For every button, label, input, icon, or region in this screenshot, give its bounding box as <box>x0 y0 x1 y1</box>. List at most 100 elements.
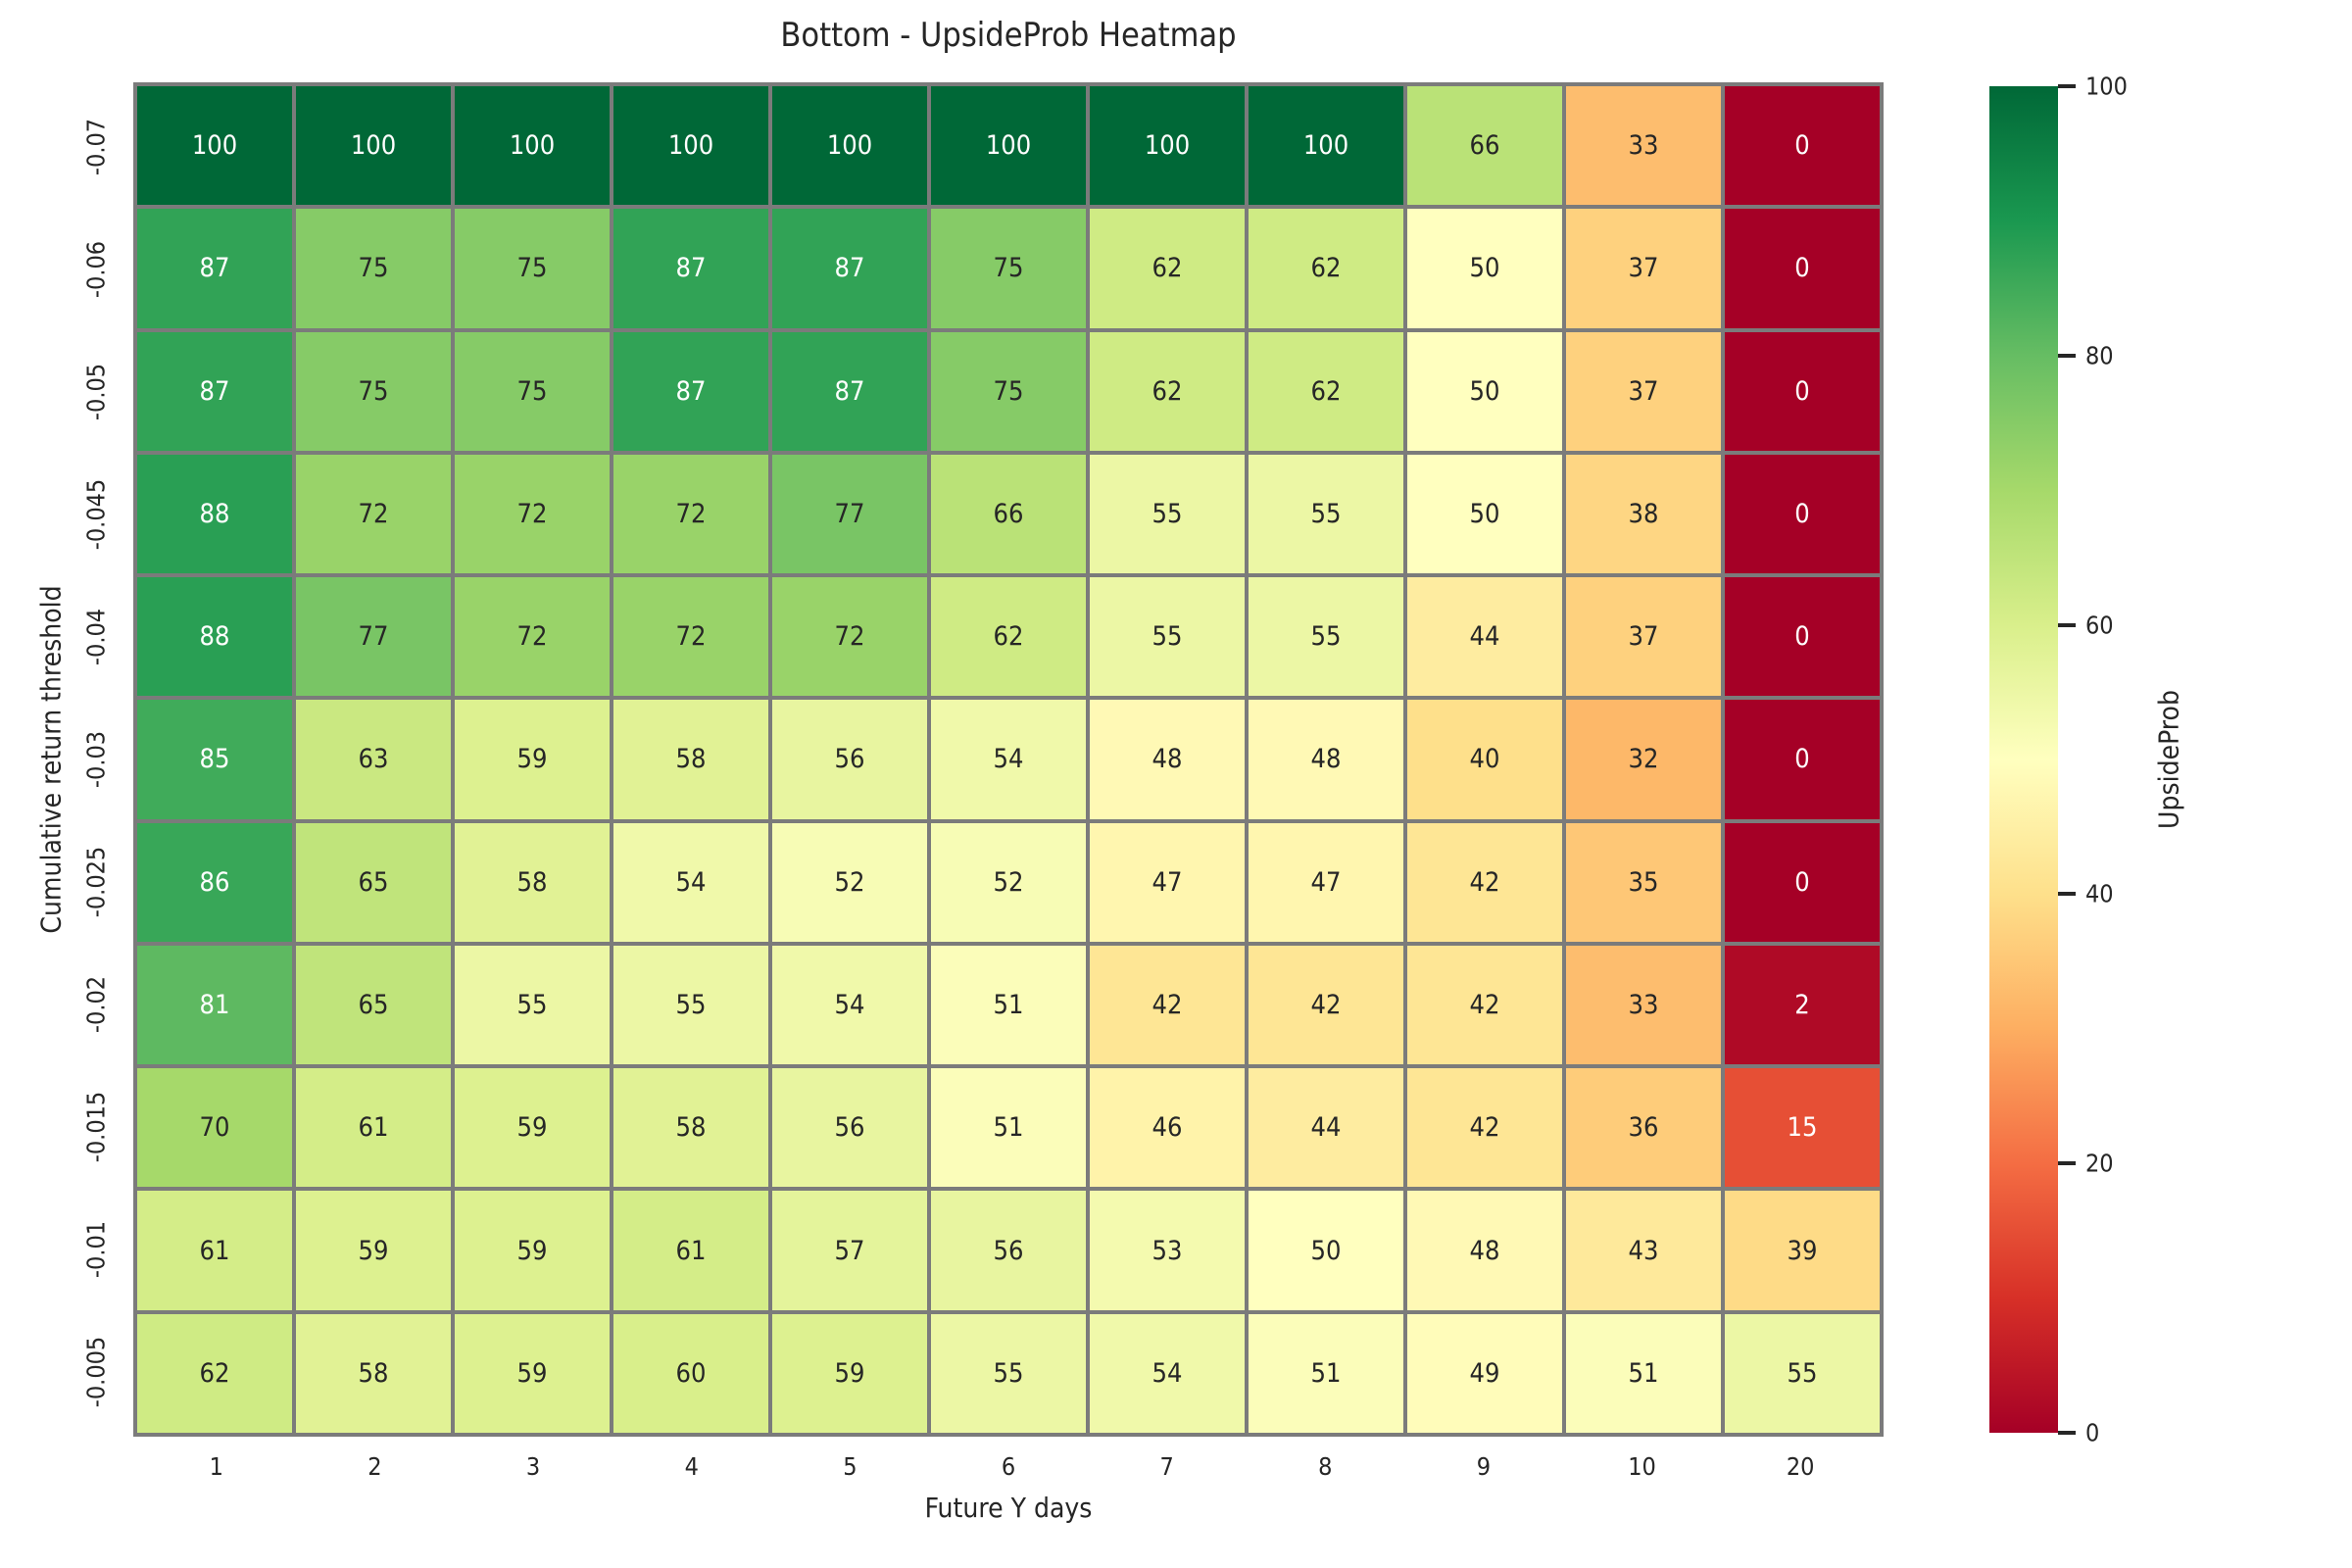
y-tick-label-10: -0.005 <box>81 1336 111 1407</box>
heatmap-cell-r4-c1: 77 <box>296 577 451 697</box>
colorbar-tick-mark-5 <box>2058 84 2076 88</box>
y-tick-label-8: -0.015 <box>81 1091 111 1162</box>
heatmap-cell-r2-c1: 75 <box>296 331 451 451</box>
heatmap-cell-r2-c9: 37 <box>1566 331 1721 451</box>
heatmap-cell-r4-c5: 62 <box>931 577 1086 697</box>
heatmap-grid: 100 100 100 100 100 100 100 100 66 33 0 87 75 75 87 87 7… <box>133 82 1884 1437</box>
x-tick-label-7: 8 <box>1318 1452 1333 1481</box>
heatmap-cell-r5-c3: 58 <box>613 700 768 819</box>
heatmap-cell-r10-c6: 54 <box>1090 1313 1245 1433</box>
heatmap-cell-r3-c4: 77 <box>772 454 927 574</box>
heatmap-cell-r5-c4: 56 <box>772 700 927 819</box>
heatmap-cell-r8-c5: 51 <box>931 1068 1086 1188</box>
heatmap-cell-r6-c0: 86 <box>137 822 292 942</box>
heatmap-cell-r0-c6: 100 <box>1090 86 1245 206</box>
heatmap-cell-r10-c10: 55 <box>1725 1313 1880 1433</box>
x-tick-label-4: 5 <box>843 1452 858 1481</box>
heatmap-cell-r10-c2: 59 <box>455 1313 610 1433</box>
heatmap-cell-r9-c5: 56 <box>931 1191 1086 1310</box>
x-tick-label-10: 20 <box>1786 1452 1815 1481</box>
heatmap-cell-r0-c10: 0 <box>1725 86 1880 206</box>
heatmap-cell-r4-c4: 72 <box>772 577 927 697</box>
heatmap-cell-r3-c1: 72 <box>296 454 451 574</box>
heatmap-cell-r2-c4: 87 <box>772 331 927 451</box>
heatmap-cell-r4-c0: 88 <box>137 577 292 697</box>
heatmap-cell-r8-c8: 42 <box>1407 1068 1562 1188</box>
heatmap-cell-r7-c2: 55 <box>455 945 610 1065</box>
heatmap-cell-r8-c3: 58 <box>613 1068 768 1188</box>
y-tick-label-5: -0.03 <box>81 730 111 789</box>
heatmap-cell-r7-c5: 51 <box>931 945 1086 1065</box>
heatmap-cell-r8-c10: 15 <box>1725 1068 1880 1188</box>
heatmap-cell-r2-c6: 62 <box>1090 331 1245 451</box>
heatmap-cell-r10-c3: 60 <box>613 1313 768 1433</box>
heatmap-cell-r4-c6: 55 <box>1090 577 1245 697</box>
heatmap-cell-r2-c0: 87 <box>137 331 292 451</box>
heatmap-cell-r0-c2: 100 <box>455 86 610 206</box>
heatmap-cell-r1-c4: 87 <box>772 209 927 328</box>
heatmap-cell-r6-c2: 58 <box>455 822 610 942</box>
heatmap-cell-r3-c6: 55 <box>1090 454 1245 574</box>
y-tick-label-7: -0.02 <box>81 975 111 1033</box>
heatmap-cell-r5-c1: 63 <box>296 700 451 819</box>
heatmap-cell-r7-c9: 33 <box>1566 945 1721 1065</box>
heatmap-cell-r2-c5: 75 <box>931 331 1086 451</box>
heatmap-cell-r5-c9: 32 <box>1566 700 1721 819</box>
colorbar-tick-label-5: 100 <box>2085 72 2128 101</box>
heatmap-cell-r10-c7: 51 <box>1249 1313 1403 1433</box>
colorbar-gradient <box>1989 86 2058 1433</box>
heatmap-cell-r0-c1: 100 <box>296 86 451 206</box>
heatmap-cell-r5-c2: 59 <box>455 700 610 819</box>
heatmap-cell-r1-c0: 87 <box>137 209 292 328</box>
heatmap-cell-r1-c6: 62 <box>1090 209 1245 328</box>
x-tick-label-5: 6 <box>1001 1452 1016 1481</box>
heatmap-cell-r8-c9: 36 <box>1566 1068 1721 1188</box>
heatmap-cell-r4-c3: 72 <box>613 577 768 697</box>
heatmap-cell-r10-c5: 55 <box>931 1313 1086 1433</box>
heatmap-cell-r9-c9: 43 <box>1566 1191 1721 1310</box>
y-tick-label-6: -0.025 <box>81 846 111 918</box>
heatmap-cell-r1-c3: 87 <box>613 209 768 328</box>
y-axis-label: Cumulative return threshold <box>34 585 68 934</box>
heatmap-cell-r4-c9: 37 <box>1566 577 1721 697</box>
heatmap-cell-r10-c1: 58 <box>296 1313 451 1433</box>
heatmap-cell-r0-c7: 100 <box>1249 86 1403 206</box>
chart-title: Bottom - UpsideProb Heatmap <box>780 16 1237 55</box>
y-tick-label-2: -0.05 <box>81 364 111 421</box>
colorbar-tick-label-1: 20 <box>2085 1149 2114 1178</box>
heatmap-cell-r1-c5: 75 <box>931 209 1086 328</box>
heatmap-cell-r1-c10: 0 <box>1725 209 1880 328</box>
colorbar-label: UpsideProb <box>2152 690 2185 829</box>
heatmap-cell-r3-c7: 55 <box>1249 454 1403 574</box>
heatmap-cell-r0-c9: 33 <box>1566 86 1721 206</box>
colorbar-tick-mark-1 <box>2058 1161 2076 1166</box>
heatmap-cell-r9-c8: 48 <box>1407 1191 1562 1310</box>
heatmap-cell-r2-c8: 50 <box>1407 331 1562 451</box>
heatmap-cell-r7-c4: 54 <box>772 945 927 1065</box>
x-tick-label-8: 9 <box>1476 1452 1492 1481</box>
heatmap-cell-r0-c5: 100 <box>931 86 1086 206</box>
heatmap-cell-r5-c6: 48 <box>1090 700 1245 819</box>
heatmap-cell-r5-c8: 40 <box>1407 700 1562 819</box>
y-tick-label-3: -0.045 <box>81 478 111 551</box>
heatmap-cell-r4-c8: 44 <box>1407 577 1562 697</box>
heatmap-cell-r7-c10: 2 <box>1725 945 1880 1065</box>
heatmap-cell-r9-c6: 53 <box>1090 1191 1245 1310</box>
heatmap-cell-r3-c8: 50 <box>1407 454 1562 574</box>
heatmap-cell-r8-c1: 61 <box>296 1068 451 1188</box>
heatmap-cell-r0-c8: 66 <box>1407 86 1562 206</box>
heatmap-cell-r1-c9: 37 <box>1566 209 1721 328</box>
heatmap-cell-r0-c3: 100 <box>613 86 768 206</box>
heatmap-cell-r5-c7: 48 <box>1249 700 1403 819</box>
heatmap-cell-r8-c6: 46 <box>1090 1068 1245 1188</box>
y-tick-label-0: -0.07 <box>81 119 111 176</box>
x-tick-label-2: 3 <box>525 1452 541 1481</box>
heatmap-cell-r6-c3: 54 <box>613 822 768 942</box>
heatmap-cell-r10-c4: 59 <box>772 1313 927 1433</box>
x-tick-label-0: 1 <box>209 1452 223 1481</box>
colorbar-tick-mark-4 <box>2058 353 2076 358</box>
heatmap-cell-r9-c10: 39 <box>1725 1191 1880 1310</box>
heatmap-cell-r1-c1: 75 <box>296 209 451 328</box>
heatmap-cell-r3-c9: 38 <box>1566 454 1721 574</box>
